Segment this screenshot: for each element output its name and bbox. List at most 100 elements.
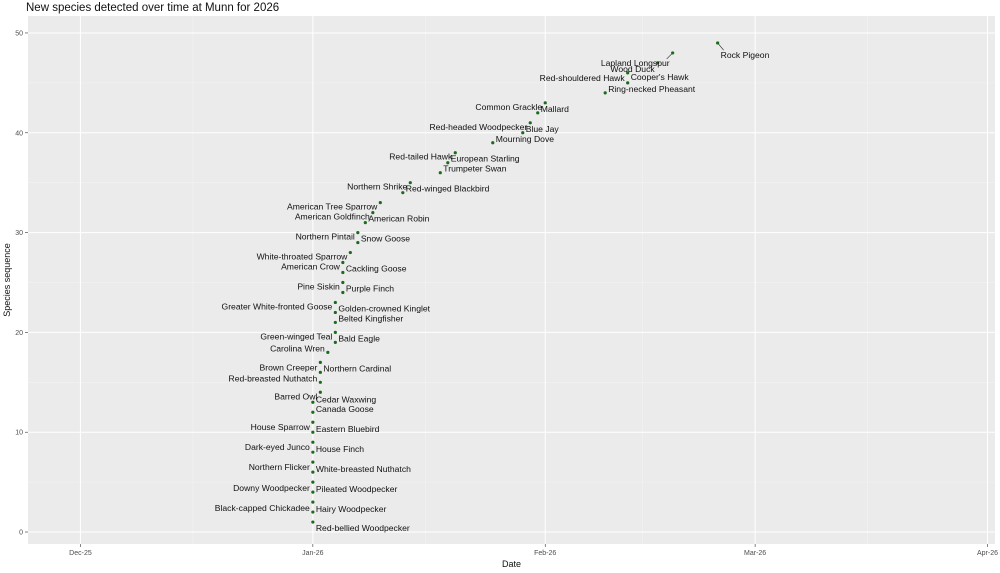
data-point [311, 410, 315, 414]
point-label: Northern Flicker [249, 462, 310, 472]
point-labels: Red-bellied Woodpecker Hairy Woodpecker Bl… [215, 50, 770, 533]
data-point [311, 420, 315, 424]
point-label: Wood Duck [610, 64, 655, 74]
x-tick-label: Dec-25 [69, 550, 92, 557]
data-point [318, 360, 322, 364]
point-label: Rock Pigeon [721, 50, 770, 60]
data-point [326, 350, 330, 354]
point-label: Ring-necked Pheasant [608, 84, 696, 94]
y-tick-label: 30 [15, 230, 23, 237]
point-label: Cedar Waxwing [316, 394, 377, 404]
point-label: Black-capped Chickadee [215, 503, 310, 513]
point-label: Trumpeter Swan [443, 164, 506, 174]
data-point [603, 91, 607, 95]
data-point [371, 211, 375, 215]
point-label: Brown Creeper [260, 362, 318, 372]
point-label: Canada Goose [316, 404, 374, 414]
point-label: House Sparrow [251, 422, 311, 432]
point-label: Belted Kingfisher [338, 313, 403, 323]
point-label: Red-breasted Nuthatch [228, 373, 317, 383]
point-label: Cackling Goose [346, 264, 407, 274]
point-label: Blue Jay [526, 124, 560, 134]
data-point [438, 171, 442, 175]
y-axis: 0 10 20 30 40 50 [15, 30, 28, 537]
x-tick-label: Mar-26 [744, 550, 766, 557]
x-axis: Dec-25 Jan-26 Feb-26 Mar-26 Apr-26 [69, 544, 998, 557]
point-label: Northern Shrike [347, 182, 407, 192]
y-tick-label: 20 [15, 330, 23, 337]
point-label: Northern Cardinal [323, 363, 391, 373]
point-label: Downy Woodpecker [233, 483, 310, 493]
data-point [356, 240, 360, 245]
data-point [333, 300, 337, 305]
data-point [311, 500, 315, 504]
data-point [333, 320, 337, 325]
major-gridlines [28, 16, 995, 544]
y-tick-label: 50 [15, 30, 23, 37]
data-point [543, 101, 547, 105]
minor-gridlines [28, 16, 995, 544]
data-point [528, 121, 532, 125]
point-label: House Finch [316, 444, 364, 454]
data-point [341, 280, 345, 285]
point-label: Dark-eyed Junco [245, 442, 310, 452]
data-point [311, 400, 315, 404]
y-tick-label: 40 [15, 130, 23, 137]
data-point [356, 230, 360, 235]
x-axis-title: Date [502, 559, 521, 569]
point-label: Mourning Dove [496, 134, 554, 144]
data-point [311, 510, 315, 514]
data-point [341, 260, 345, 265]
data-point [311, 450, 315, 454]
point-label: Barred Owl [274, 391, 317, 401]
point-label: Northern Pintail [296, 232, 355, 242]
point-label: American Goldfinch [295, 212, 370, 222]
y-tick-label: 10 [15, 430, 23, 437]
data-point [333, 340, 337, 344]
data-point [318, 380, 322, 384]
data-point [311, 460, 315, 464]
point-label: White-throated Sparrow [257, 252, 349, 262]
data-point [318, 370, 322, 374]
point-label: Red-winged Blackbird [406, 184, 490, 194]
data-point [408, 181, 412, 185]
data-point [311, 440, 315, 444]
x-tick-label: Feb-26 [534, 550, 556, 557]
point-label: Red-bellied Woodpecker [316, 523, 410, 533]
data-point [401, 191, 405, 195]
data-point [311, 520, 315, 524]
x-tick-label: Jan-26 [302, 550, 324, 557]
point-label: Pine Siskin [297, 281, 340, 291]
point-label: Pileated Woodpecker [316, 484, 398, 494]
data-point [626, 81, 630, 85]
point-label: Red-tailed Hawk [389, 152, 453, 162]
data-point [536, 111, 540, 115]
data-point [656, 61, 660, 65]
y-axis-title: Species sequence [2, 243, 12, 317]
data-point [378, 201, 382, 205]
point-label: Purple Finch [346, 283, 394, 293]
point-label: Common Grackle [475, 102, 542, 112]
data-point [311, 480, 315, 484]
data-point [341, 270, 345, 275]
point-label: White-breasted Nuthatch [316, 464, 411, 474]
point-label: Golden-crowned Kinglet [338, 303, 430, 313]
data-point [311, 470, 315, 474]
point-label: Green-winged Teal [260, 331, 332, 341]
point-label: Red-headed Woodpecker [429, 122, 527, 132]
point-label: Lapland Longspur [601, 58, 670, 68]
data-point [333, 310, 337, 315]
y-tick-label: 0 [19, 530, 23, 537]
data-point [453, 151, 457, 155]
data-point [521, 131, 525, 135]
data-point [363, 221, 367, 225]
point-label: American Crow [281, 262, 341, 272]
point-label: European Starling [451, 154, 520, 164]
data-point [348, 250, 352, 255]
point-label: Cooper's Hawk [631, 72, 690, 82]
data-point [626, 71, 630, 75]
point-label: Snow Goose [361, 234, 410, 244]
data-point [311, 490, 315, 494]
point-label: Hairy Woodpecker [316, 504, 387, 514]
